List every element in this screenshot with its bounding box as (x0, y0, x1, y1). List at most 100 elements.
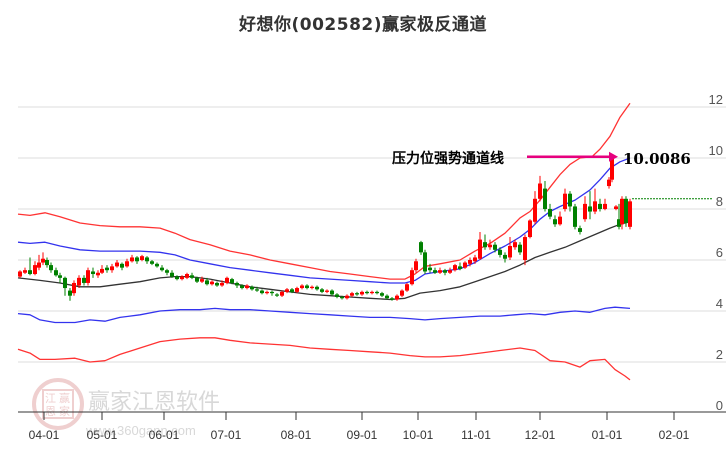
x-axis-ticks: 04-01 05-01 06-01 07-01 08-01 09-01 10-01 11-01… (29, 412, 690, 442)
pressure-line-value: 10.0086 (623, 150, 691, 168)
candle-up (620, 198, 624, 225)
grid-lines (18, 106, 726, 363)
candle-up (23, 270, 27, 273)
pressure-line-label: 压力位强势通道线 (392, 150, 504, 167)
candle-up (438, 270, 442, 273)
candle-up (345, 295, 349, 299)
candle-up (265, 291, 269, 294)
candle-down (150, 261, 154, 264)
candle-down (250, 286, 254, 290)
candle-up (508, 245, 512, 258)
candle-down (380, 293, 384, 296)
candle-down (54, 270, 58, 276)
candle-down (320, 289, 324, 292)
chart-title: 好想你(002582)赢家极反通道 (238, 15, 487, 35)
candle-down (170, 272, 174, 277)
candle-down (498, 249, 502, 255)
candle-down (91, 271, 95, 275)
candle-down (433, 270, 437, 273)
candle-up (563, 193, 567, 209)
x-tick-label: 06-01 (149, 428, 180, 442)
candle-down (598, 203, 602, 209)
x-tick-label: 12-01 (525, 428, 556, 442)
candle-down (568, 193, 572, 207)
outer-lower-band-line (17, 337, 631, 381)
candle-up (463, 262, 467, 268)
inner-lower-band-line (17, 306, 631, 324)
candle-down (58, 275, 62, 278)
candle-down (503, 254, 507, 259)
candle-down (305, 285, 309, 289)
candle-down (190, 275, 194, 278)
candle-down (624, 198, 628, 224)
x-tick-label: 05-01 (87, 428, 118, 442)
watermark-seal-icon: 江 赢 恩 家 (32, 378, 84, 430)
channel-bands (17, 102, 631, 381)
candle-down (68, 290, 72, 296)
candle-up (414, 261, 418, 271)
candle-up (538, 183, 542, 199)
candle-up (395, 295, 399, 300)
y-axis-ticks: 0 2 4 6 8 10 12 (709, 92, 723, 413)
candle-down (175, 276, 179, 280)
x-tick-label: 10-01 (403, 428, 434, 442)
candle-down (235, 282, 239, 286)
candle-up (603, 203, 607, 209)
candle-down (423, 252, 427, 272)
candle-up (468, 260, 472, 264)
watermark: 江 赢 恩 家 赢家江恩软件 www.360gann.com (32, 378, 220, 438)
x-tick-label: 02-01 (659, 428, 690, 442)
candle-up (18, 271, 22, 277)
y-tick-label: 4 (716, 296, 723, 311)
svg-text:赢: 赢 (59, 391, 70, 405)
candle-up (245, 285, 249, 289)
candle-up (41, 258, 45, 263)
candle-down (335, 294, 339, 297)
candle-down (330, 290, 334, 295)
candle-up (614, 206, 618, 209)
candle-up (285, 289, 289, 292)
candle-up (400, 290, 404, 296)
candle-up (533, 198, 537, 222)
x-tick-label: 04-01 (29, 428, 60, 442)
candle-up (310, 286, 314, 289)
candle-down (573, 206, 577, 227)
watermark-url: www.360gann.com (85, 423, 196, 438)
candle-up (280, 291, 284, 296)
candle-up (628, 201, 632, 227)
candle-down (493, 244, 497, 250)
candle-up (200, 279, 204, 282)
svg-text:江: 江 (45, 392, 56, 405)
candle-up (185, 274, 189, 278)
candle-down (240, 285, 244, 289)
candle-up (37, 262, 41, 268)
candle-up (488, 244, 492, 248)
candle-down (443, 270, 447, 273)
candle-up (610, 158, 614, 180)
candle-up (96, 272, 100, 276)
candle-up (593, 201, 597, 212)
candle-down (290, 289, 294, 292)
x-tick-label: 11-01 (461, 428, 491, 442)
candle-up (220, 282, 224, 286)
candle-up (115, 262, 119, 267)
candle-up (210, 281, 214, 285)
candle-down (49, 265, 53, 271)
outer-upper-band-line (17, 102, 631, 280)
candle-down (275, 294, 279, 296)
candle-up (350, 293, 354, 296)
candle-up (140, 256, 144, 260)
candle-down (375, 291, 379, 294)
middle-line-line (17, 221, 631, 301)
candle-up (33, 265, 37, 275)
candle-up (72, 282, 76, 294)
candle-down (155, 263, 159, 267)
candlesticks (18, 156, 632, 301)
candle-down (543, 188, 547, 209)
candle-up (558, 216, 562, 225)
candle-down (165, 270, 169, 273)
candle-down (588, 206, 592, 212)
candle-up (478, 239, 482, 259)
candle-up (130, 257, 134, 262)
inner-upper-band-line (17, 157, 631, 284)
